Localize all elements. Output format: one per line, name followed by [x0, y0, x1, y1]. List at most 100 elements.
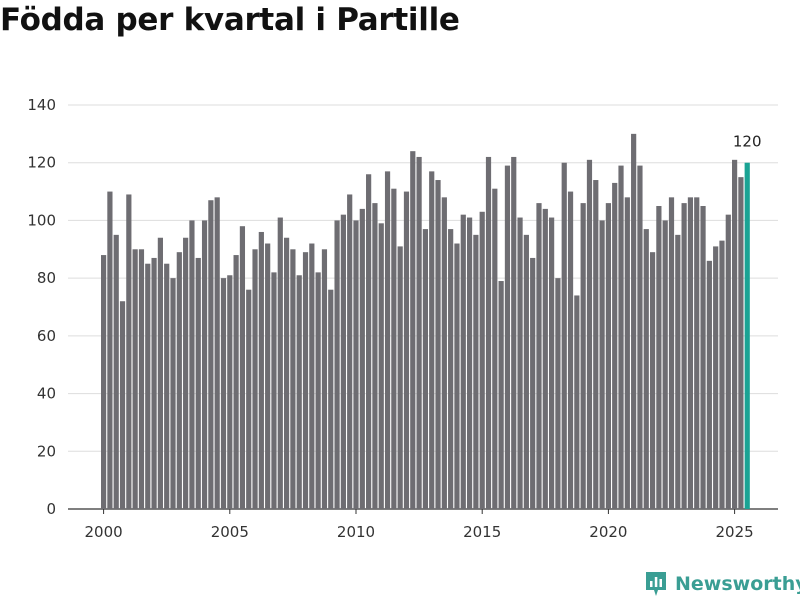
x-tick-label: 2005: [211, 523, 249, 541]
bar: [391, 188, 397, 509]
bar: [593, 180, 599, 509]
bar: [378, 223, 384, 509]
bar: [662, 220, 668, 509]
bar: [359, 208, 365, 509]
bar: [302, 252, 309, 510]
bar: [549, 217, 555, 510]
bar: [384, 171, 391, 509]
bar: [119, 301, 126, 509]
bar: [681, 203, 687, 510]
bar-highlight: [744, 162, 750, 509]
bar: [151, 257, 157, 509]
x-axis-ticks: 2000 2005 2010 2015 2020 2025: [85, 509, 754, 541]
bar: [233, 255, 239, 509]
bar: [429, 171, 435, 509]
bar: [113, 234, 119, 510]
bar: [574, 295, 580, 509]
bar: [277, 217, 283, 510]
bar: [321, 249, 328, 510]
bar: [201, 220, 208, 509]
bar: [164, 263, 170, 509]
bar: [738, 177, 744, 509]
data-labels: 120: [733, 133, 762, 151]
bar: [208, 200, 214, 510]
bar: [473, 234, 479, 510]
bar: [637, 165, 643, 509]
bar: [246, 289, 252, 509]
bar: [101, 255, 107, 509]
x-tick-label: 2025: [716, 523, 754, 541]
bar: [706, 260, 712, 509]
brand-name: Newsworthy: [675, 573, 800, 595]
bar: [567, 191, 574, 509]
bar: [479, 211, 485, 509]
bar: [340, 214, 346, 509]
bar: [145, 263, 151, 509]
bar: [542, 208, 548, 509]
bar: [347, 194, 353, 509]
bar: [239, 226, 246, 509]
bar: [441, 197, 447, 509]
bar: [466, 217, 473, 510]
x-tick-label: 2010: [337, 523, 375, 541]
x-tick-label: 2020: [589, 523, 627, 541]
bar: [107, 191, 113, 509]
x-tick-label: 2015: [463, 523, 501, 541]
y-tick-label: 20: [37, 442, 56, 460]
bar: [195, 257, 201, 509]
y-tick-label: 60: [37, 327, 56, 345]
bar: [631, 133, 637, 510]
bar: [498, 281, 504, 509]
bar: [183, 237, 189, 510]
bar: [618, 165, 624, 509]
bar: [366, 174, 372, 509]
bar: [416, 156, 422, 509]
bar: [511, 156, 517, 509]
bar: [713, 246, 719, 509]
bar: [580, 203, 586, 510]
bar: [271, 272, 277, 509]
bar: [492, 188, 498, 509]
bar: [675, 234, 681, 510]
bar: [485, 156, 492, 509]
bar: [624, 197, 630, 509]
bar: [668, 197, 675, 509]
bar: [561, 162, 567, 509]
newsworthy-brand: Newsworthy: [644, 570, 800, 598]
bar: [687, 197, 694, 509]
bar: [435, 180, 441, 509]
bar: [605, 203, 611, 510]
last-value-label: 120: [733, 133, 762, 151]
bar: [372, 203, 378, 510]
bar: [460, 214, 466, 509]
bar: [397, 246, 403, 509]
bar: [283, 237, 290, 510]
bar: [586, 159, 593, 509]
bar: [732, 159, 738, 509]
bar: [309, 243, 315, 509]
bar: [504, 165, 511, 509]
bar: [448, 229, 454, 509]
bar: [227, 275, 233, 509]
bar: [656, 206, 662, 509]
bar: [315, 272, 321, 509]
y-tick-label: 0: [46, 500, 56, 518]
bar: [334, 220, 340, 509]
bar: [296, 275, 302, 509]
bar: [189, 220, 195, 509]
bar: [170, 278, 176, 509]
bar: [599, 220, 605, 509]
bar: [265, 243, 271, 509]
chart-title: Födda per kvartal i Partille: [0, 2, 460, 38]
bar: [132, 249, 138, 510]
bar: [530, 257, 536, 509]
bar: [422, 229, 429, 509]
y-tick-label: 120: [27, 154, 56, 172]
y-tick-label: 100: [27, 211, 56, 229]
x-tick-label: 2000: [85, 523, 123, 541]
bar: [258, 231, 264, 509]
y-tick-label: 40: [37, 385, 56, 403]
bar: [612, 182, 618, 509]
bar: [252, 249, 258, 510]
